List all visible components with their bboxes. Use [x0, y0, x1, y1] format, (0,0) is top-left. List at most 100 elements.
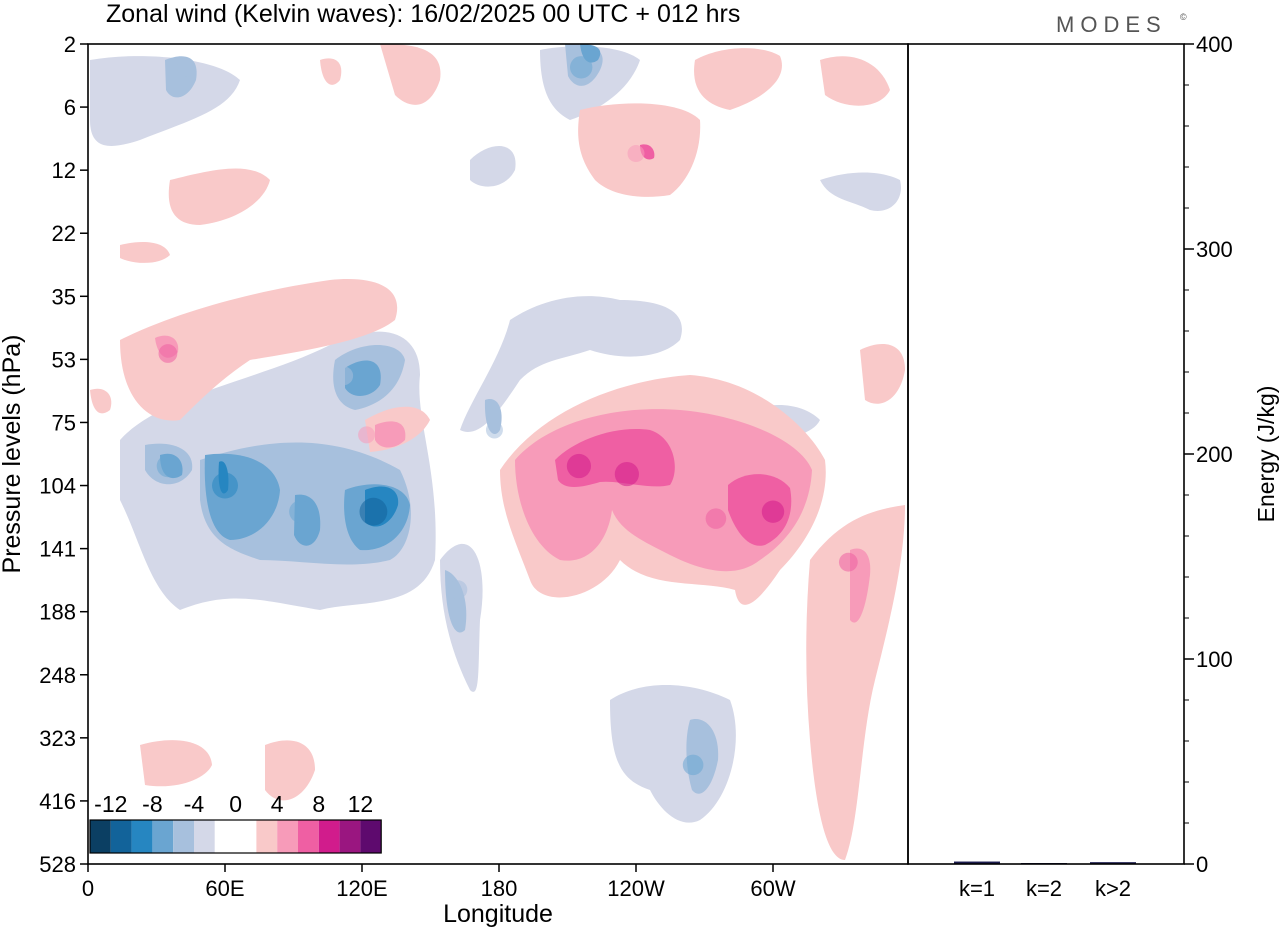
x-tick-label: 60W — [750, 876, 795, 901]
heatmap-field — [90, 44, 905, 860]
energy-panel-frame — [907, 43, 1185, 865]
y-tick-label: 248 — [39, 663, 76, 688]
easterly-anomaly-mark — [156, 454, 180, 478]
contour-region — [320, 58, 342, 85]
brand-mark: © — [1180, 12, 1187, 22]
colorbar-tick-label: -12 — [94, 791, 127, 817]
easterly-anomaly-mark — [334, 366, 354, 386]
colorbar-tick-label: -8 — [142, 791, 162, 817]
energy-tick-label: 200 — [1196, 442, 1233, 467]
y-tick-label: 6 — [64, 95, 76, 120]
y-tick-label: 22 — [52, 221, 76, 246]
easterly-anomaly-mark — [359, 497, 388, 526]
colorbar-swatch — [235, 820, 257, 853]
y-tick-label: 53 — [52, 347, 76, 372]
colorbar-tick-label: 8 — [312, 791, 325, 817]
energy-tick-label: 0 — [1196, 852, 1208, 877]
colorbar-swatch — [194, 820, 215, 853]
colorbar-swatch — [90, 820, 111, 853]
colorbar-swatch — [214, 820, 236, 853]
contour-region — [380, 44, 441, 105]
contour-region — [460, 296, 682, 432]
contour-region — [90, 388, 112, 414]
energy-bar — [954, 861, 1000, 864]
contour-region — [90, 56, 240, 146]
contour-region — [820, 172, 901, 211]
x-axis-label: Longitude — [443, 900, 553, 928]
contour-region — [728, 474, 792, 546]
brand-logo: MODES — [1056, 12, 1167, 37]
contour-region — [120, 242, 170, 263]
colorbar-tick-label: 0 — [229, 791, 242, 817]
colorbar-swatch — [131, 820, 153, 853]
contour-region — [120, 279, 398, 421]
westerly-anomaly-mark — [358, 426, 376, 444]
colorbar-swatch — [256, 820, 278, 853]
bar-category-label: k=2 — [1026, 876, 1062, 901]
easterly-anomaly-mark — [570, 56, 593, 79]
x-tick-label: 120E — [336, 876, 387, 901]
colorbar: -12 -8 -4 0 4 8 12 — [89, 791, 383, 854]
bar-category-axis: k=1 k=2 k>2 — [959, 876, 1131, 901]
colorbar-swatch — [339, 820, 361, 853]
x-tick-label: 180 — [481, 876, 518, 901]
contour-region — [470, 146, 516, 187]
easterly-anomaly-mark — [212, 472, 238, 499]
x-tick-label: 120W — [607, 876, 665, 901]
westerly-anomaly-mark — [566, 453, 592, 479]
colorbar-swatch — [110, 820, 132, 853]
contour-region — [140, 740, 212, 787]
contour-region — [375, 421, 406, 448]
x-tick-label: 60E — [205, 876, 244, 901]
contour-region — [694, 48, 782, 110]
y-tick-label: 2 — [64, 32, 76, 57]
westerly-anomaly-mark — [158, 344, 178, 363]
energy-tick-label: 100 — [1196, 647, 1233, 672]
contour-region — [265, 740, 315, 801]
energy-tick-label: 300 — [1196, 237, 1233, 262]
y-tick-label: 75 — [52, 410, 76, 435]
westerly-anomaly-mark — [761, 500, 785, 523]
contour-region — [168, 168, 270, 225]
x-tick-label: 0 — [82, 876, 94, 901]
contour-region — [820, 56, 890, 106]
contour-region — [345, 360, 381, 396]
colorbar-tick-label: 12 — [348, 791, 374, 817]
easterly-anomaly-mark — [448, 580, 468, 600]
energy-tick-label: 400 — [1196, 32, 1233, 57]
y-tick-label: 141 — [39, 537, 76, 562]
y-tick-label: 12 — [52, 158, 76, 183]
contour-region — [860, 344, 905, 404]
y-tick-label: 35 — [52, 284, 76, 309]
easterly-anomaly-mark — [485, 421, 503, 439]
colorbar-swatch — [173, 820, 194, 853]
y-axis-right: 0 100 200 300 400 — [1184, 32, 1233, 877]
y-tick-label: 104 — [39, 474, 76, 499]
y-tick-label: 188 — [39, 600, 76, 625]
colorbar-tick-label: 4 — [271, 791, 284, 817]
y-axis-left: 2 6 12 22 35 53 75 104 141 188 248 323 416 528 — [39, 32, 88, 877]
colorbar-swatch — [360, 820, 382, 853]
contour-region — [806, 505, 905, 860]
energy-axis-label: Energy (J/kg) — [1253, 386, 1279, 523]
x-axis: 0 60E 120E 180 120W 60W — [82, 864, 796, 901]
y-tick-label: 323 — [39, 726, 76, 751]
contour-region — [540, 46, 640, 120]
y-tick-label: 528 — [39, 852, 76, 877]
colorbar-swatch — [298, 820, 319, 853]
energy-bar — [1090, 862, 1136, 864]
westerly-anomaly-mark — [614, 461, 639, 487]
easterly-anomaly-mark — [682, 754, 704, 776]
chart-title: Zonal wind (Kelvin waves): 16/02/2025 00… — [106, 0, 740, 28]
easterly-anomaly-mark — [176, 57, 196, 77]
colorbar-tick-label: -4 — [184, 791, 205, 817]
easterly-anomaly-mark — [289, 500, 312, 523]
westerly-anomaly-mark — [838, 552, 858, 572]
y-tick-label: 416 — [39, 789, 76, 814]
colorbar-swatch — [152, 820, 174, 853]
colorbar-frame — [89, 819, 382, 854]
colorbar-swatch — [318, 820, 340, 853]
y-axis-label: Pressure levels (hPa) — [0, 335, 26, 574]
westerly-anomaly-mark — [705, 508, 727, 529]
